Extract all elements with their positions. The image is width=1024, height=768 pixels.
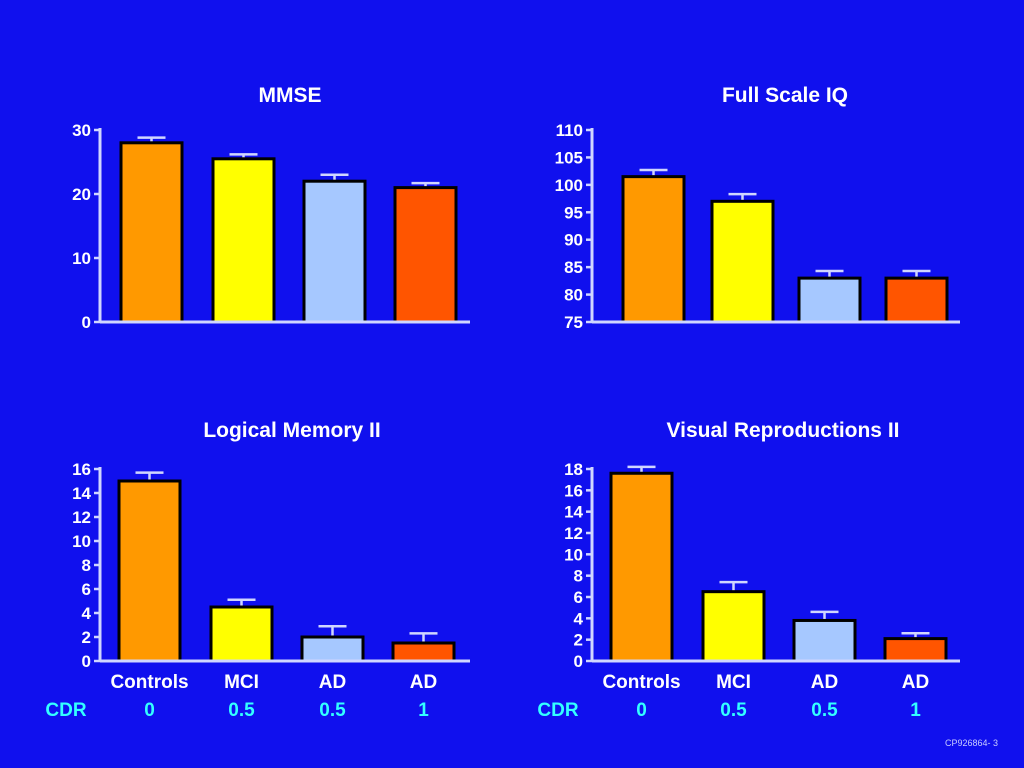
bar-3	[797, 276, 862, 324]
chart-title: Logical Memory II	[203, 419, 380, 442]
y-tick-label: 0	[574, 652, 583, 671]
y-tick-label: 10	[72, 249, 91, 268]
bar-4	[884, 276, 949, 324]
y-tick-label: 12	[72, 508, 91, 527]
bar-1	[117, 479, 182, 663]
bar-3	[300, 635, 365, 663]
cdr-value: 0.5	[720, 700, 747, 721]
y-tick-label: 16	[72, 460, 91, 479]
cdr-value: 0	[144, 700, 155, 721]
cdr-value: 0.5	[319, 700, 346, 721]
bar-2	[710, 199, 775, 324]
y-tick-label: 95	[564, 203, 583, 222]
y-tick-label: 6	[82, 580, 91, 599]
category-label: MCI	[224, 672, 259, 693]
y-tick-label: 12	[564, 524, 583, 543]
y-tick-label: 105	[555, 148, 583, 167]
bar-3	[792, 618, 857, 663]
y-tick-label: 90	[564, 231, 583, 250]
y-tick-label: 10	[72, 532, 91, 551]
y-tick-label: 10	[564, 545, 583, 564]
bar-1	[119, 141, 184, 324]
chart-title: MMSE	[259, 84, 322, 107]
cdr-value: 1	[418, 700, 429, 721]
y-tick-label: 4	[574, 609, 584, 628]
cdr-label: CDR	[45, 700, 86, 721]
bar-1	[609, 471, 674, 663]
y-tick-label: 75	[564, 313, 583, 332]
y-tick-label: 80	[564, 286, 583, 305]
bar-4	[393, 186, 458, 324]
y-tick-label: 8	[82, 556, 91, 575]
chart-panel-1: MMSE 0 10 20 30	[72, 84, 470, 332]
y-tick-label: 4	[82, 604, 92, 623]
bar-2	[211, 157, 276, 324]
y-tick-label: 100	[555, 176, 583, 195]
category-label: Controls	[602, 672, 680, 693]
chart-panel-4: Visual Reproductions II024681012141618Co…	[537, 419, 960, 721]
category-label: AD	[319, 672, 346, 693]
bar-1	[621, 175, 686, 324]
category-label: AD	[902, 672, 929, 693]
y-tick-label: 110	[556, 121, 583, 140]
y-tick-label: 0	[82, 313, 91, 332]
chart-title: Full Scale IQ	[722, 84, 848, 107]
y-tick-label: 2	[574, 631, 583, 650]
y-tick-label: 30	[72, 121, 91, 140]
category-label: MCI	[716, 672, 751, 693]
y-tick-label: 16	[564, 481, 583, 500]
y-tick-label: 8	[574, 567, 583, 586]
y-tick-label: 14	[564, 503, 583, 522]
y-tick-label: 14	[72, 484, 91, 503]
y-tick-label: 18	[564, 460, 583, 479]
bar-4	[883, 637, 948, 663]
category-label: Controls	[110, 672, 188, 693]
y-tick-label: 85	[564, 258, 583, 277]
y-tick-label: 6	[574, 588, 583, 607]
chart-title: Visual Reproductions II	[667, 419, 900, 442]
bar-2	[209, 605, 274, 663]
cdr-label: CDR	[537, 700, 578, 721]
bar-4	[391, 641, 456, 663]
y-tick-label: 2	[82, 628, 91, 647]
category-label: AD	[811, 672, 838, 693]
cdr-value: 0	[636, 700, 647, 721]
category-label: AD	[410, 672, 437, 693]
y-tick-label: 20	[72, 185, 91, 204]
y-tick-label: 0	[82, 652, 91, 671]
cdr-value: 1	[910, 700, 921, 721]
bar-3	[302, 179, 367, 324]
bar-2	[701, 590, 766, 663]
slide-footer: CP926864- 3	[944, 738, 998, 748]
cdr-value: 0.5	[228, 700, 255, 721]
cdr-value: 0.5	[811, 700, 838, 721]
chart-panel-2: Full Scale IQ 75 80 85 90 95 100 105 110	[555, 84, 960, 332]
